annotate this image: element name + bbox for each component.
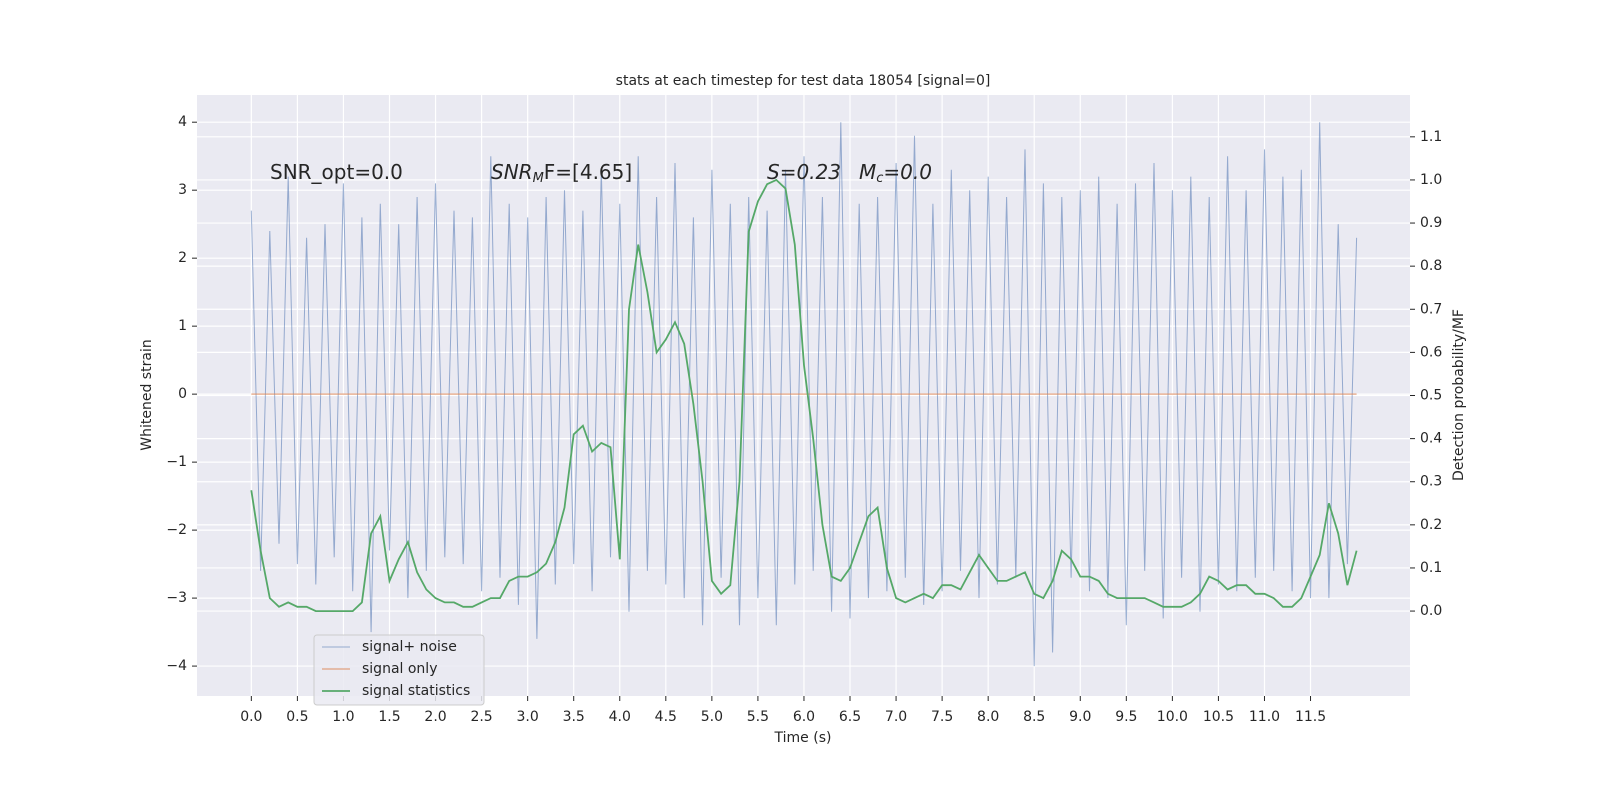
y2-tick-label: 0.3 [1420,474,1442,490]
x-tick-label: 8.0 [977,709,999,725]
x-tick-label: 11.5 [1295,709,1326,725]
x-tick-label: 3.0 [517,709,539,725]
annotation-text: S=0.23 [767,160,841,184]
annotation-text: M [859,160,876,184]
y2-tick-label: 0.8 [1420,258,1442,274]
y-tick-label: −1 [166,454,187,470]
y2-tick-label: 0.9 [1420,215,1442,231]
annotation-text: SNR_opt=0.0 [270,160,403,184]
y2-tick-label: 0.6 [1420,344,1442,360]
y2-tick-label: 0.2 [1420,517,1442,533]
x-tick-label: 8.5 [1023,709,1045,725]
annotation-text: SNR [491,160,533,184]
y-tick-label: −2 [166,522,187,538]
x-tick-label: 10.0 [1157,709,1188,725]
x-tick-label: 1.5 [378,709,400,725]
annotation: Mc=0.0 [859,160,932,186]
series-line [250,178,1358,612]
x-tick-label: 0.0 [240,709,262,725]
x-tick-label: 11.0 [1249,709,1280,725]
legend-label: signal statistics [362,683,470,699]
x-tick-label: 5.0 [701,709,723,725]
x-tick-label: 4.5 [655,709,677,725]
legend-label: signal+ noise [362,639,457,655]
x-tick-label: 2.0 [424,709,446,725]
axes: 0.0 0.5 1.0 1.5 2.0 2.5 3.0 3.5 4.0 4.5 5.0 5.5 6.0 6… [166,114,1442,725]
x-axis-label: Time (s) [774,730,832,746]
chart-title: stats at each timestep for test data 180… [616,73,991,89]
y-tick-label: −3 [166,590,187,606]
y-tick-label: 0 [178,386,187,402]
y-tick-label: 1 [178,318,187,334]
annotations: SNR_opt=0.0 SNRMF=[4.65] S=0.23 Mc=0.0 [270,160,932,186]
y-tick-label: −4 [166,658,187,674]
y2-tick-label: 0.4 [1420,431,1442,447]
annotation: SNRMF=[4.65] [491,160,632,186]
annotation-text: F=[4.65] [544,160,632,184]
marks [250,122,1358,667]
x-tick-label: 7.0 [885,709,907,725]
annotation-subscript: M [533,171,544,186]
x-tick-label: 6.5 [839,709,861,725]
y-axis-label: Whitened strain [139,339,155,450]
legend-label: signal only [362,661,437,677]
y2-tick-label: 0.0 [1420,603,1442,619]
x-tick-label: 2.5 [470,709,492,725]
y-tick-label: 3 [178,182,187,198]
annotation-subscript: c [876,171,883,186]
x-tick-label: 6.0 [793,709,815,725]
x-tick-label: 10.5 [1203,709,1234,725]
annotation: S=0.23 [767,160,841,184]
series-line [250,122,1358,667]
x-tick-label: 9.0 [1069,709,1091,725]
y-tick-label: 4 [178,114,187,130]
y2-tick-label: 1.0 [1420,172,1442,188]
y2-tick-label: 0.7 [1420,301,1442,317]
x-tick-label: 1.0 [332,709,354,725]
x-tick-label: 5.5 [747,709,769,725]
y2-tick-label: 0.5 [1420,388,1442,404]
y-tick-label: 2 [178,250,187,266]
x-tick-label: 7.5 [931,709,953,725]
y2-axis-label: Detection probability/MF [1451,309,1467,481]
x-tick-label: 3.5 [563,709,585,725]
y2-tick-label: 0.1 [1420,560,1442,576]
y2-tick-label: 1.1 [1420,129,1442,145]
annotation-text: =0.0 [883,160,932,184]
x-tick-label: 0.5 [286,709,308,725]
annotation: SNR_opt=0.0 [270,160,403,184]
legend: signal+ noise signal only signal statistic… [313,634,485,706]
legend-box [313,634,485,706]
x-tick-label: 4.0 [609,709,631,725]
x-tick-label: 9.5 [1115,709,1137,725]
